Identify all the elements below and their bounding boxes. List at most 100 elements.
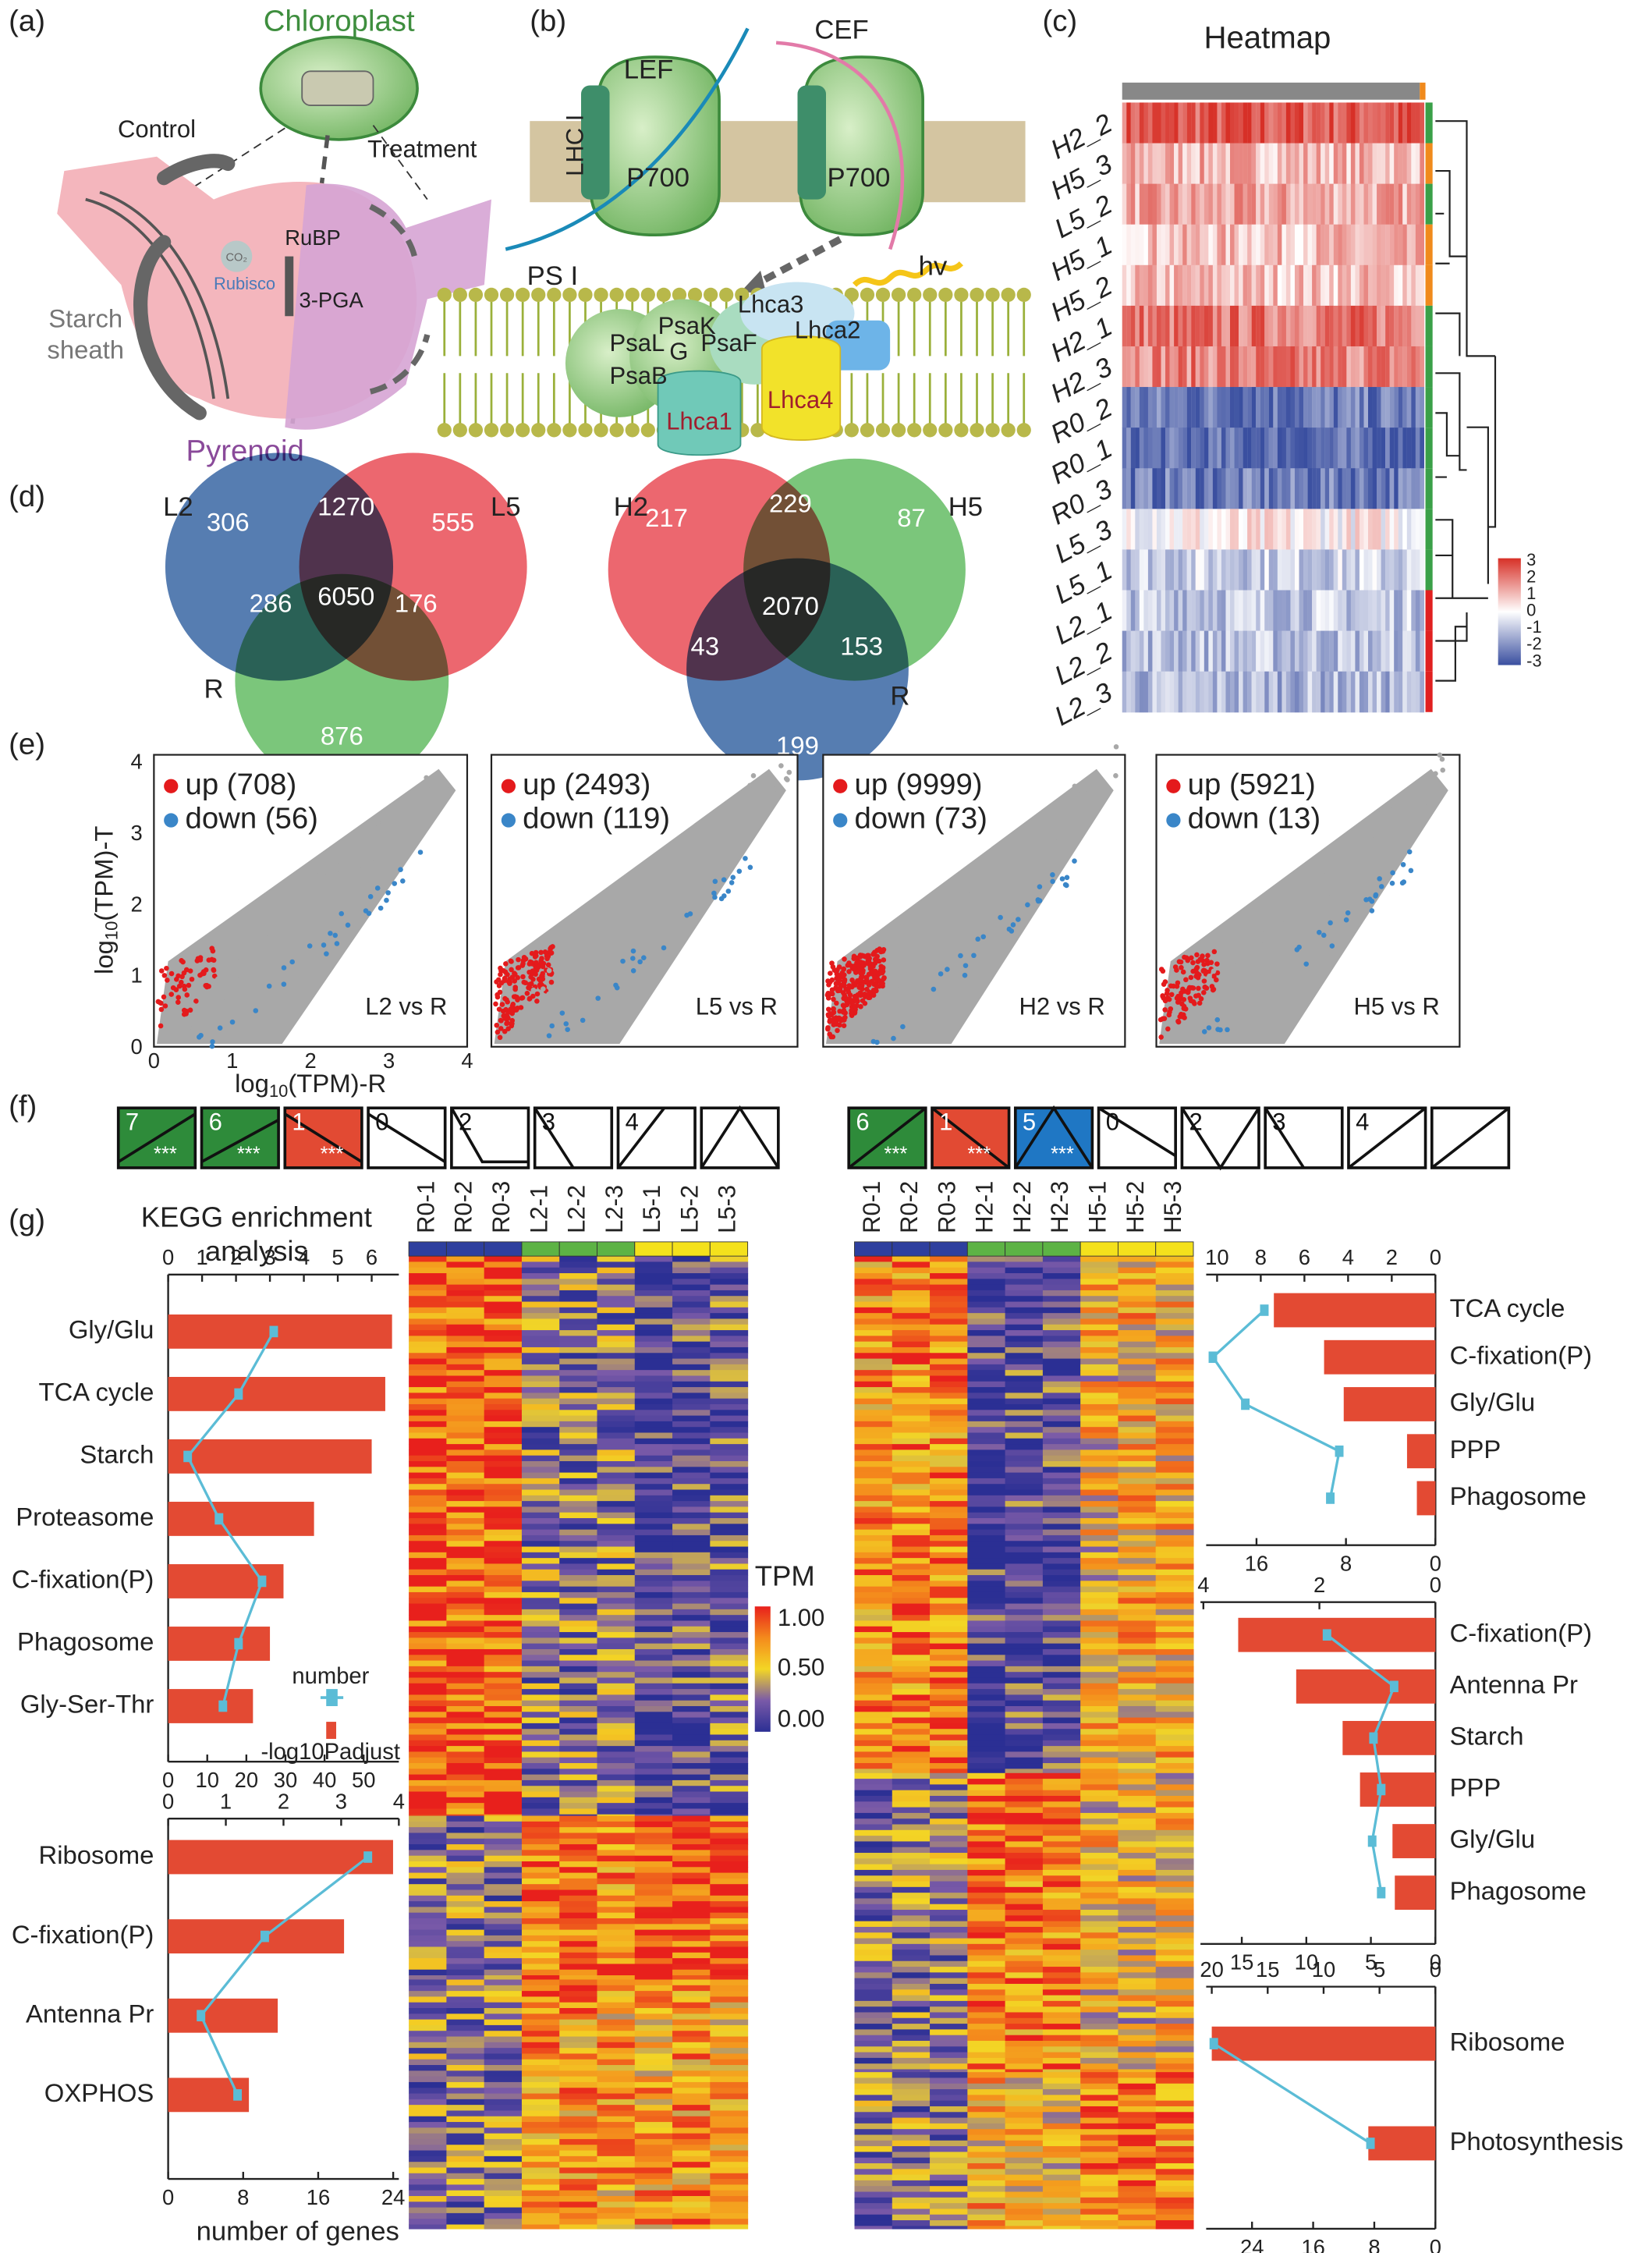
heatmap-cell — [634, 2048, 673, 2054]
heatmap-cell — [1005, 1591, 1044, 1598]
up-dot — [519, 963, 526, 968]
heatmap-cell — [1118, 1853, 1157, 1859]
heatmap-cell — [930, 1893, 968, 1899]
heatmap-cell — [1156, 102, 1161, 144]
heatmap-cell — [1169, 509, 1175, 550]
tpm-scale — [754, 1606, 771, 1732]
heatmap-cell — [1152, 143, 1157, 185]
heatmap-cell — [1239, 264, 1243, 307]
heatmap-cell — [1118, 1717, 1157, 1724]
heatmap-cell — [892, 1541, 931, 1548]
heatmap-cell — [484, 1952, 523, 1959]
heatmap-cell — [1239, 468, 1243, 509]
heatmap-cell — [1212, 346, 1218, 388]
heatmap-cell — [1256, 346, 1260, 388]
comparison-label: L5 vs R — [696, 993, 778, 1020]
heatmap-cell — [484, 1705, 523, 1712]
heatmap-cell — [559, 1330, 598, 1336]
heatmap-cell — [484, 1558, 523, 1564]
heatmap-cell — [1005, 1869, 1044, 1876]
heatmap-cell — [930, 1581, 968, 1588]
y-tick-label: 1 — [131, 963, 143, 988]
heatmap-cell — [710, 1648, 749, 1655]
scale-tick: -3 — [1526, 651, 1541, 670]
heatmap-cell — [1229, 224, 1235, 266]
heatmap-cell — [409, 1952, 447, 1959]
up-dot — [1190, 968, 1196, 974]
heatmap-cell — [409, 1729, 447, 1736]
heatmap-cell — [1381, 549, 1386, 591]
heatmap-cell — [1169, 468, 1175, 509]
heatmap-cell — [1118, 1461, 1157, 1467]
heatmap-cell — [1212, 549, 1218, 591]
heatmap-cell — [597, 1912, 636, 1919]
heatmap-cell — [1005, 1740, 1044, 1747]
heatmap-cell — [710, 1501, 749, 1507]
heatmap-cell — [892, 1569, 931, 1576]
heatmap-cell — [967, 1950, 1006, 1957]
heatmap-cell — [521, 1569, 560, 1576]
heatmap-cell — [1208, 549, 1213, 591]
heatmap-cell — [409, 1821, 447, 1828]
heatmap-cell — [1080, 1421, 1118, 1428]
heatmap-cell — [446, 2133, 485, 2140]
heatmap-cell — [409, 2042, 447, 2049]
lipid-head — [891, 423, 906, 438]
heatmap-cell — [1385, 143, 1390, 185]
heatmap-cell — [710, 1489, 749, 1496]
heatmap-cell — [1152, 549, 1157, 591]
heatmap-cell — [559, 2070, 598, 2077]
heatmap-cell — [1155, 1267, 1194, 1274]
heatmap-cell — [1118, 1256, 1157, 1262]
heatmap-cell — [1225, 549, 1231, 591]
heatmap-cell — [1005, 1784, 1044, 1791]
up-dot — [1174, 967, 1179, 973]
heatmap-cell — [1251, 549, 1257, 591]
heatmap-cell — [559, 1563, 598, 1570]
heatmap-cell — [892, 1518, 931, 1524]
heatmap-cell — [559, 1336, 598, 1343]
heatmap-cell — [892, 1421, 931, 1428]
heatmap-cell — [634, 2031, 673, 2038]
row-strip — [1425, 509, 1433, 550]
heatmap-cell — [1130, 468, 1136, 509]
heatmap-cell — [1152, 346, 1157, 388]
heatmap-cell — [672, 1524, 711, 1531]
heatmap-cell — [1005, 1801, 1044, 1808]
heatmap-cell — [1381, 346, 1386, 388]
heatmap-cell — [521, 2179, 560, 2185]
heatmap-cell — [1204, 590, 1209, 632]
heatmap-cell — [1394, 264, 1399, 307]
up-dot — [495, 994, 501, 1000]
heatmap-cell — [1294, 509, 1299, 550]
heatmap-cell — [1122, 590, 1127, 632]
heatmap-cell — [1080, 1501, 1118, 1507]
heatmap-cell — [1130, 346, 1136, 388]
heatmap-cell — [854, 1763, 893, 1769]
heatmap-cell — [1155, 1864, 1194, 1871]
heatmap-cell — [854, 1438, 893, 1445]
heatmap-cell — [559, 1769, 598, 1776]
heatmap-cell — [710, 1907, 749, 1914]
heatmap-cell — [484, 1563, 523, 1570]
heatmap-cell — [597, 1779, 636, 1786]
heatmap-cell — [409, 2019, 447, 2026]
heatmap-cell — [1312, 428, 1317, 469]
heatmap-cell — [1329, 305, 1334, 347]
heatmap-cell — [672, 1677, 711, 1684]
heatmap-cell — [892, 1875, 931, 1882]
heatmap-cell — [1139, 346, 1144, 388]
heatmap-cell — [484, 1591, 523, 1598]
heatmap-cell — [710, 2195, 749, 2202]
heatmap-cell — [672, 1398, 711, 1405]
up-dot — [170, 985, 176, 991]
heatmap-cell — [1130, 102, 1136, 144]
heatmap-cell — [1182, 346, 1187, 388]
heatmap-cell — [1260, 264, 1265, 307]
heatmap-cell — [1377, 590, 1381, 632]
heatmap-cell — [1080, 1637, 1118, 1645]
heatmap-cell — [854, 1677, 893, 1684]
heatmap-cell — [1208, 468, 1213, 509]
gray-dot — [750, 773, 757, 779]
heatmap-cell — [1080, 1353, 1118, 1360]
